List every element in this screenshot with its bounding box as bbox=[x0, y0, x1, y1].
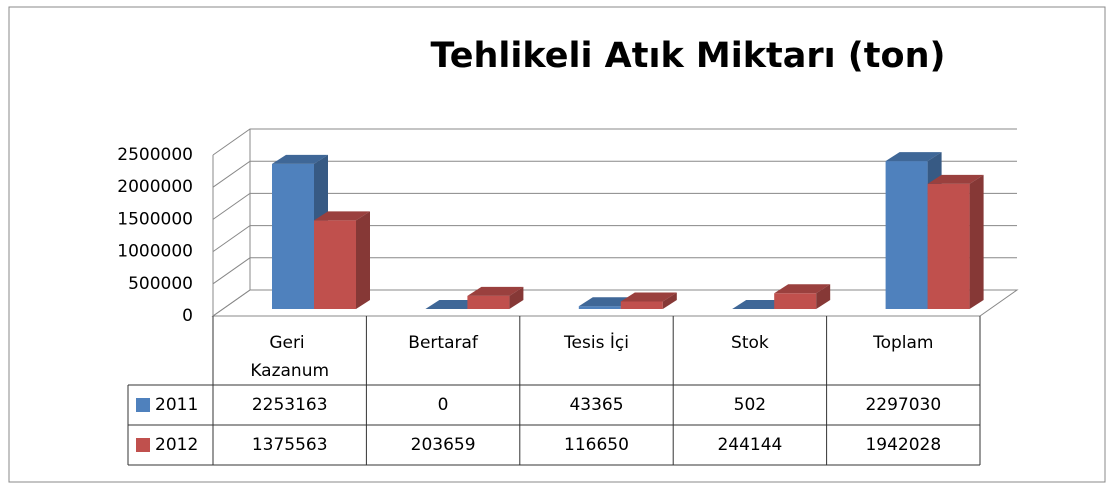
y-tick-label: 500000 bbox=[128, 274, 193, 294]
bar-front bbox=[579, 306, 621, 309]
y-tick-label: 1500000 bbox=[117, 209, 193, 229]
table-value: 244144 bbox=[717, 435, 782, 455]
y-tick-label: 0 bbox=[182, 306, 193, 326]
category-label: Toplam bbox=[872, 333, 933, 353]
bar-front bbox=[467, 296, 509, 309]
legend-label: 2012 bbox=[155, 435, 198, 455]
legend-label: 2011 bbox=[155, 395, 198, 415]
bar-front bbox=[621, 301, 663, 309]
bar bbox=[928, 175, 984, 309]
bar-side bbox=[970, 175, 984, 309]
category-label: Tesis İçi bbox=[563, 332, 629, 353]
category-label: Bertaraf bbox=[408, 333, 479, 353]
table-value: 43365 bbox=[569, 395, 623, 415]
y-tick-label: 2500000 bbox=[117, 145, 193, 165]
table-value: 1942028 bbox=[865, 435, 941, 455]
legend-swatch bbox=[136, 438, 150, 452]
table-value: 2297030 bbox=[865, 395, 941, 415]
legend-swatch bbox=[136, 398, 150, 412]
chart-title: Tehlikeli Atık Miktarı (ton) bbox=[431, 36, 946, 76]
category-label: Stok bbox=[731, 333, 769, 353]
bar-front bbox=[314, 220, 356, 309]
bar-front bbox=[928, 184, 970, 309]
table-value: 0 bbox=[438, 395, 449, 415]
y-tick-label: 2000000 bbox=[117, 177, 193, 197]
bar-front bbox=[774, 293, 816, 309]
bar bbox=[774, 284, 830, 309]
bar-front bbox=[886, 161, 928, 309]
y-tick-label: 1000000 bbox=[117, 242, 193, 262]
table-value: 1375563 bbox=[252, 435, 328, 455]
table-value: 2253163 bbox=[252, 395, 328, 415]
bar-side bbox=[356, 211, 370, 309]
bar bbox=[314, 211, 370, 309]
bar-front bbox=[272, 164, 314, 309]
table-value: 203659 bbox=[411, 435, 476, 455]
table-value: 502 bbox=[734, 395, 766, 415]
table-value: 116650 bbox=[564, 435, 629, 455]
